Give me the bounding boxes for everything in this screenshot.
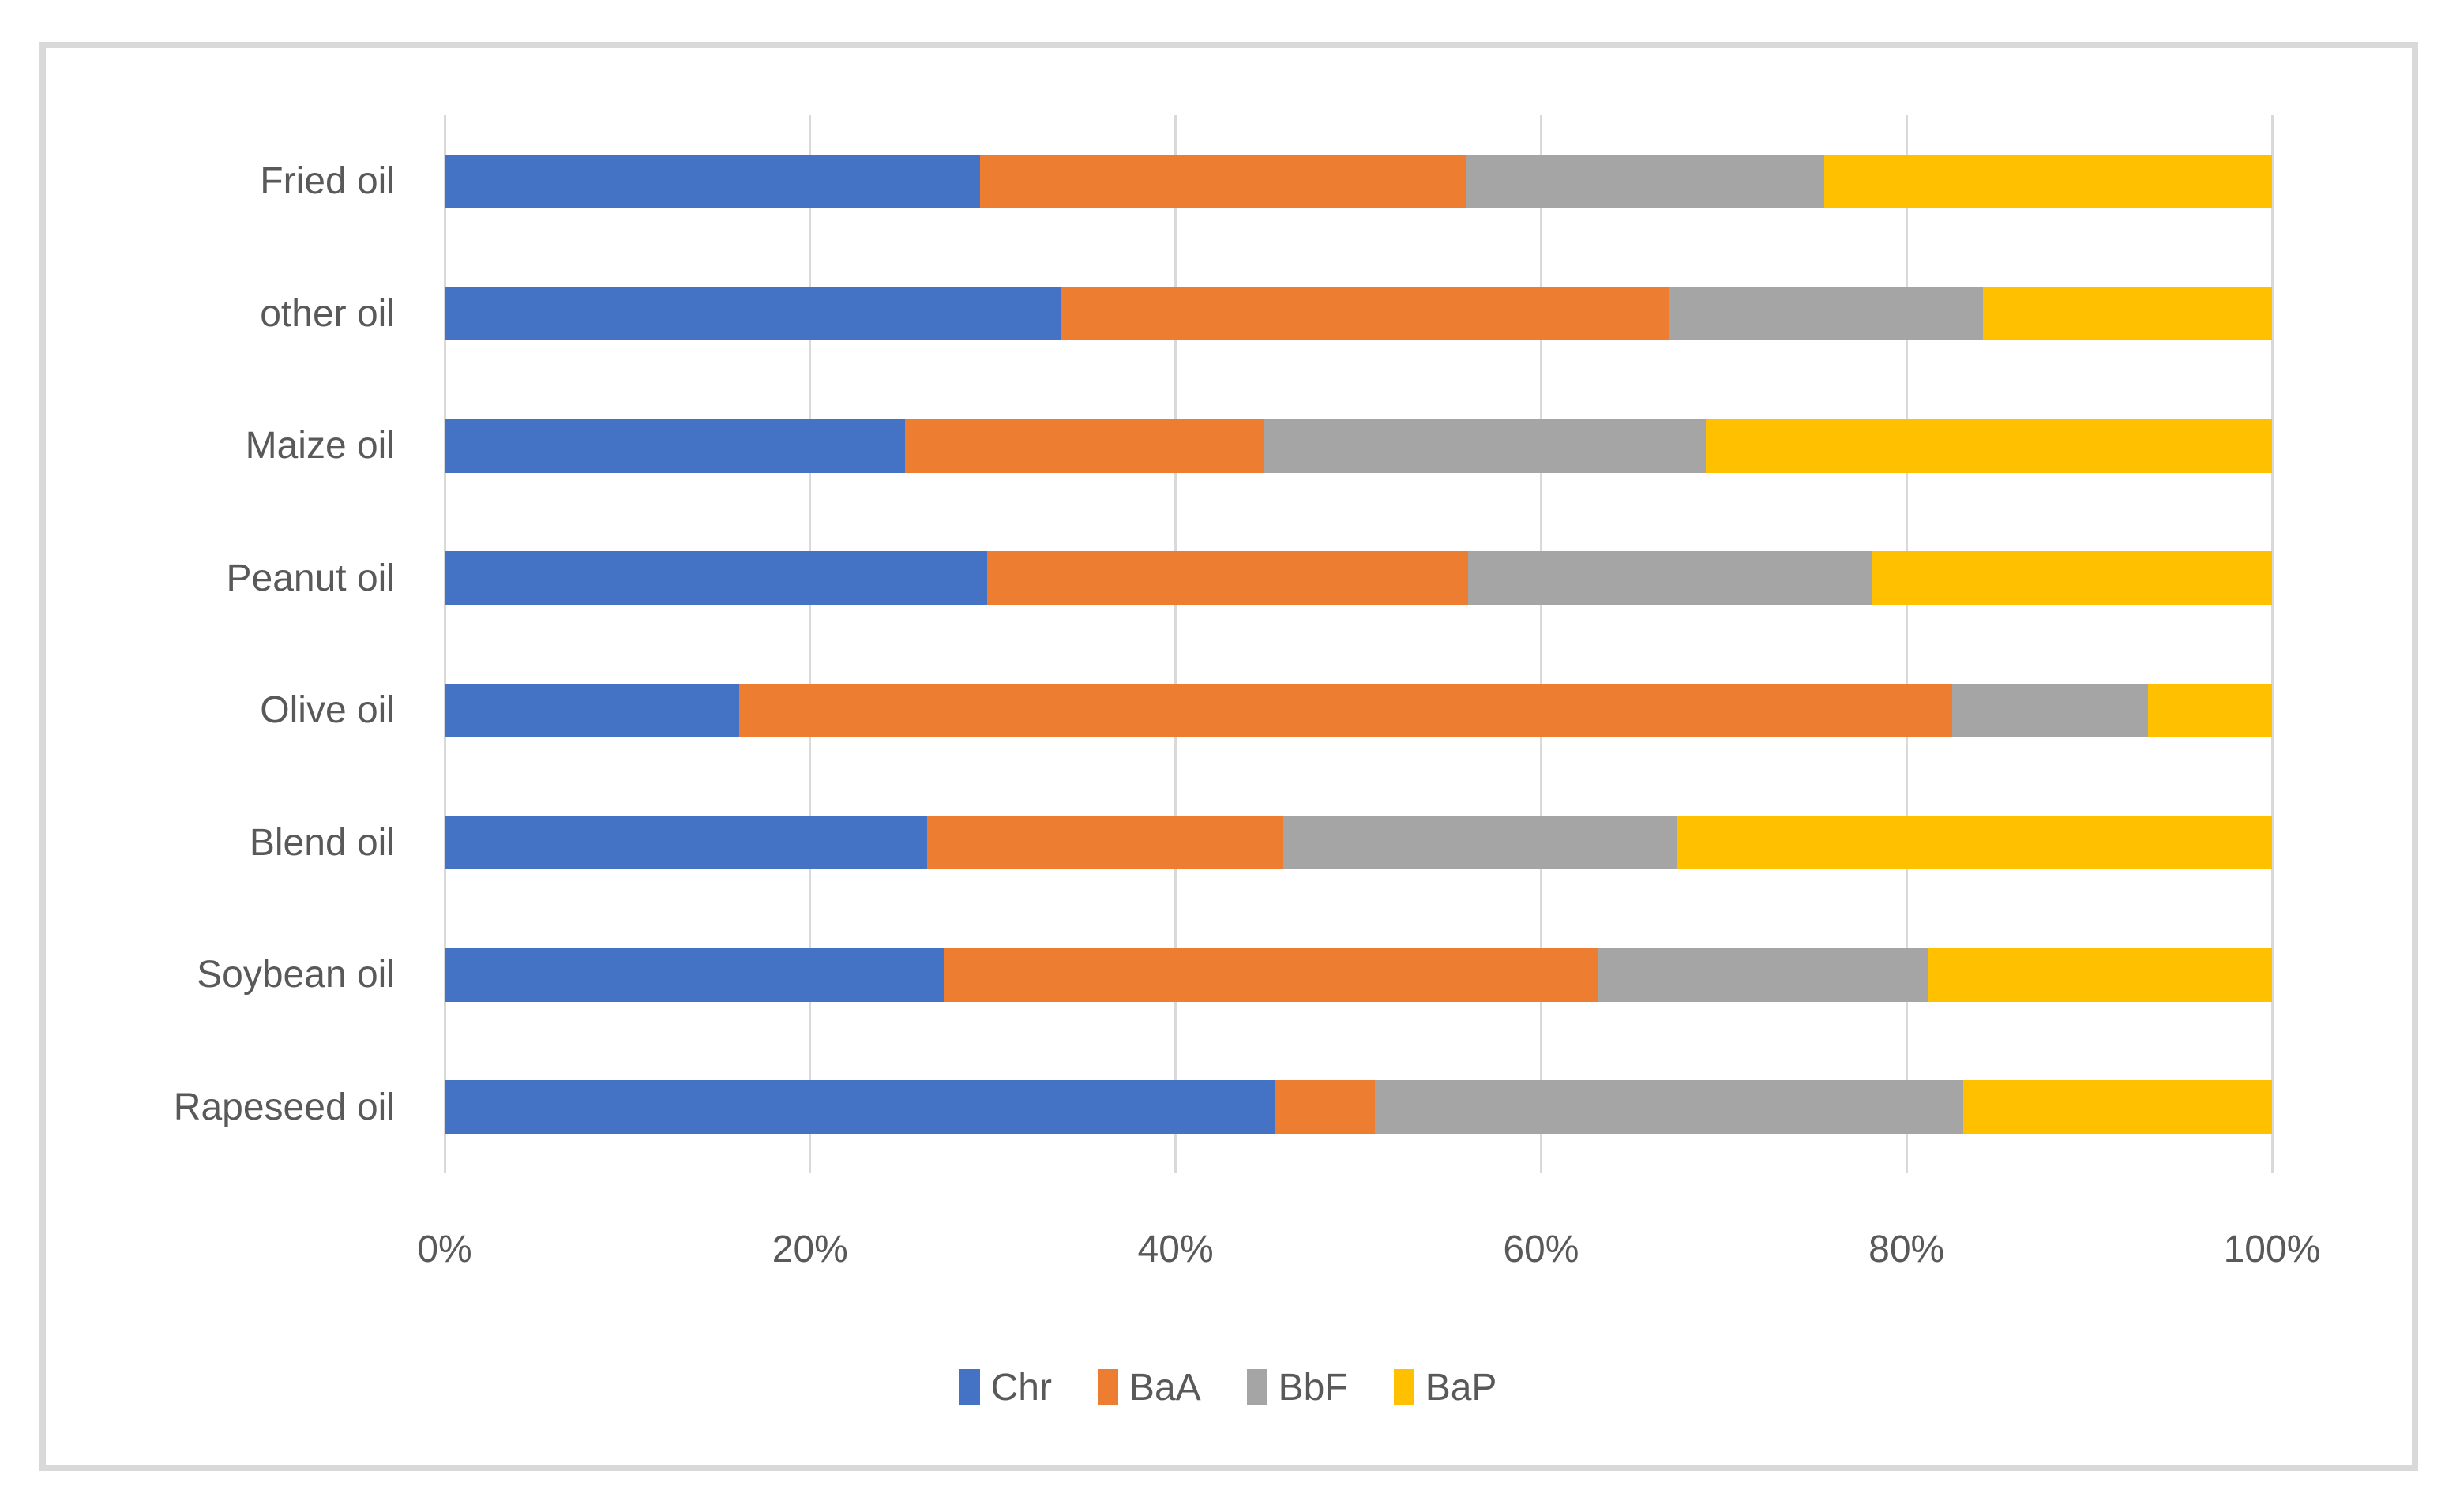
bar-row xyxy=(445,1041,2272,1174)
bar-segment-bbf xyxy=(1374,1080,1963,1135)
bar-row xyxy=(445,777,2272,910)
bar-segment-baa xyxy=(905,418,1264,473)
stacked-bar xyxy=(445,287,2272,341)
bar-segment-baa xyxy=(987,551,1468,606)
gridline xyxy=(1905,115,1908,1173)
stacked-bar xyxy=(445,418,2272,473)
x-tick-label: 60% xyxy=(1503,1229,1579,1270)
bar-segment-chr xyxy=(445,154,980,208)
stacked-bar xyxy=(445,551,2272,606)
bar-segment-chr xyxy=(445,1080,1275,1135)
bar-segment-bap xyxy=(1983,287,2272,341)
bar-row xyxy=(445,248,2272,381)
bar-segment-bap xyxy=(1962,1080,2272,1135)
legend-item: BaP xyxy=(1393,1366,1497,1409)
category-label: Maize oil xyxy=(245,425,395,467)
stacked-bar xyxy=(445,1080,2272,1135)
category-label: Olive oil xyxy=(260,689,395,732)
gridline xyxy=(2270,115,2274,1173)
bar-segment-baa xyxy=(980,154,1466,208)
bar-segment-bap xyxy=(1705,418,2272,473)
bar-segment-baa xyxy=(1060,287,1669,341)
x-tick-label: 0% xyxy=(417,1229,472,1270)
x-tick-label: 100% xyxy=(2223,1229,2321,1270)
gridline xyxy=(1174,115,1177,1173)
bar-segment-baa xyxy=(943,947,1598,1002)
bar-segment-bap xyxy=(1928,947,2272,1002)
category-label: Soybean oil xyxy=(197,954,395,996)
bar-segment-bap xyxy=(1872,551,2272,606)
legend-label: BaA xyxy=(1128,1366,1201,1409)
bar-segment-bbf xyxy=(1669,287,1984,341)
stacked-bar xyxy=(445,816,2272,870)
bar-segment-chr xyxy=(445,947,944,1002)
gridline xyxy=(443,115,446,1173)
bar-segment-baa xyxy=(738,683,1953,737)
bar-segment-bbf xyxy=(1466,154,1825,208)
bar-segment-chr xyxy=(445,683,739,737)
bar-segment-bap xyxy=(1824,154,2272,208)
category-label: other oil xyxy=(260,292,395,335)
legend-swatch-baa xyxy=(1097,1369,1118,1405)
bar-segment-baa xyxy=(1274,1080,1375,1135)
category-label: Peanut oil xyxy=(226,557,396,599)
legend-label: BbF xyxy=(1278,1366,1348,1409)
legend-item: BaA xyxy=(1097,1366,1201,1409)
legend-item: BbF xyxy=(1246,1366,1348,1409)
bar-segment-bbf xyxy=(1283,816,1677,870)
legend-label: BaP xyxy=(1425,1366,1497,1409)
x-tick-label: 40% xyxy=(1137,1229,1214,1270)
category-label: Fried oil xyxy=(260,160,395,203)
category-axis: Fried oil other oil Maize oil Peanut oil Oli… xyxy=(0,115,395,1173)
bar-segment-bbf xyxy=(1598,947,1928,1002)
bar-row xyxy=(445,909,2272,1041)
bar-segment-chr xyxy=(445,551,988,606)
bar-row xyxy=(445,380,2272,512)
bar-segment-bbf xyxy=(1263,418,1706,473)
bar-rows xyxy=(445,115,2272,1173)
x-tick-label: 20% xyxy=(772,1229,848,1270)
legend-label: Chr xyxy=(990,1366,1052,1409)
legend-item: Chr xyxy=(959,1366,1052,1409)
bar-segment-bap xyxy=(1676,816,2272,870)
category-label: Blend oil xyxy=(249,821,395,864)
stacked-bar xyxy=(445,683,2272,737)
bar-row xyxy=(445,512,2272,645)
gridline xyxy=(809,115,812,1173)
chart-border xyxy=(39,42,2418,1471)
x-tick-label: 80% xyxy=(1868,1229,1945,1270)
bar-segment-bbf xyxy=(1952,683,2148,737)
legend-swatch-chr xyxy=(959,1369,980,1405)
legend-swatch-bap xyxy=(1393,1369,1414,1405)
bar-row xyxy=(445,644,2272,777)
bar-segment-chr xyxy=(445,287,1061,341)
bar-segment-baa xyxy=(926,816,1284,870)
bar-segment-bbf xyxy=(1467,551,1872,606)
stacked-bar xyxy=(445,154,2272,208)
plot-area xyxy=(443,115,2274,1173)
legend: Chr BaA BbF BaP xyxy=(0,1352,2456,1423)
category-label: Rapeseed oil xyxy=(173,1086,395,1128)
bar-segment-bap xyxy=(2147,683,2272,737)
stacked-bar xyxy=(445,947,2272,1002)
gridline xyxy=(1539,115,1542,1173)
legend-swatch-bbf xyxy=(1246,1369,1267,1405)
value-axis: 0% 20% 40% 60% 80% 100% xyxy=(0,1222,2456,1278)
bar-row xyxy=(445,115,2272,248)
bar-segment-chr xyxy=(445,816,927,870)
bar-segment-chr xyxy=(445,418,906,473)
